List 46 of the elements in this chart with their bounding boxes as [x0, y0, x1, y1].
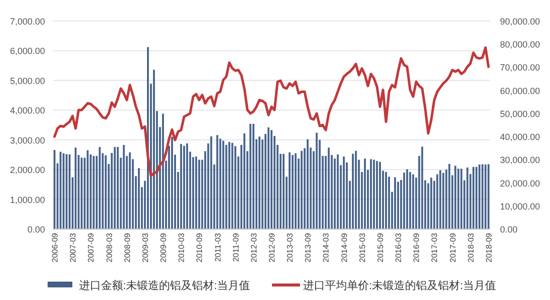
y-tick-label: 2,000.00	[10, 165, 45, 176]
y2-tick-label: 90,000.00	[500, 16, 540, 26]
x-tick-label: 2010-09	[195, 232, 204, 262]
x-tick-label: 2015-09	[376, 232, 385, 262]
x-tick-label: 2016-03	[394, 232, 404, 262]
x-tick-label: 2011-09	[231, 232, 240, 262]
y-tick-label: 5,000.00	[10, 76, 45, 86]
x-tick-label: 2012-09	[268, 232, 276, 262]
y-tick-label: 3,000.00	[10, 135, 45, 146]
x-tick-label: 2014-03	[322, 232, 331, 262]
y2-tick-label: 40,000.00	[500, 132, 540, 142]
x-tick-label: 2009-09	[159, 232, 168, 262]
y2-tick-label: 20,000.00	[500, 178, 540, 188]
legend-label: 进口金额:未锻造的铝及铝材:当月值	[79, 279, 250, 292]
x-tick-label: 2013-03	[286, 232, 295, 262]
y-tick-label: 6,000.00	[10, 46, 45, 56]
x-tick-label: 2012-03	[249, 232, 258, 262]
x-tick-label: 2018-03	[466, 232, 476, 262]
x-tick-label: 2010-03	[177, 232, 186, 262]
x-tick-label: 2009-03	[140, 232, 150, 262]
x-tick-label: 2017-03	[430, 232, 440, 262]
x-tick-label: 2014-09	[340, 232, 349, 262]
x-tick-label: 2008-09	[122, 232, 132, 262]
y-tick-label: 7,000.00	[10, 16, 45, 26]
x-tick-label: 2008-03	[104, 232, 114, 262]
x-tick-label: 2016-09	[412, 232, 422, 262]
x-tick-label: 2013-09	[304, 232, 313, 262]
x-tick-label: 2007-09	[86, 232, 96, 262]
y2-tick-label: 60,000.00	[500, 86, 540, 96]
y2-tick-label: 50,000.00	[500, 108, 540, 119]
x-tick-label: 2006-09	[50, 232, 60, 262]
legend-label: 进口平均单价:未锻造的铝及铝材:当月值	[303, 279, 496, 292]
y2-tick-label: 70,000.00	[500, 62, 540, 73]
y2-tick-label: 80,000.00	[500, 40, 540, 50]
y-tick-label: 0.00	[27, 224, 45, 234]
x-tick-label: 2015-03	[358, 232, 367, 262]
x-tick-label: 2011-03	[213, 232, 222, 262]
y2-tick-label: 0.00	[500, 224, 518, 234]
x-tick-label: 2017-09	[448, 232, 458, 262]
y-tick-label: 4,000.00	[10, 106, 45, 116]
y2-tick-label: 10,000.00	[500, 201, 540, 212]
line-series	[53, 46, 490, 177]
x-tick-label: 2018-09	[484, 232, 494, 262]
x-tick-label: 2007-03	[68, 232, 78, 262]
y-tick-label: 1,000.00	[10, 194, 45, 205]
y2-tick-label: 30,000.00	[500, 155, 540, 166]
